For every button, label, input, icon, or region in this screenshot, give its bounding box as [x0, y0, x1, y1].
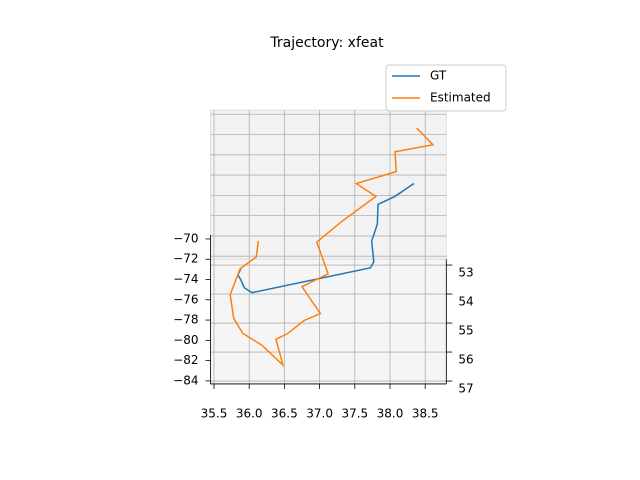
chart-title: Trajectory: xfeat — [269, 35, 384, 51]
x-tick-label: 36.5 — [271, 406, 298, 420]
y-tick-label: 57 — [458, 382, 473, 396]
legend: GT Estimated — [385, 64, 507, 112]
x-tick-label: 38.5 — [412, 406, 439, 420]
x-tick-label: 37.5 — [341, 406, 368, 420]
legend-label: Estimated — [430, 91, 491, 105]
floor-pane — [209, 258, 447, 385]
trajectory-line — [237, 182, 415, 294]
y-tick-label: 53 — [458, 266, 473, 280]
trajectory-line — [229, 127, 435, 368]
x-tick-label: 38.0 — [377, 406, 404, 420]
z-tick-label: −72 — [173, 252, 198, 266]
panes — [209, 109, 447, 385]
x-tick-label: 37.0 — [306, 406, 333, 420]
y-tick-label: 54 — [458, 295, 473, 309]
z-tick-label: −78 — [173, 313, 198, 327]
legend-label: GT — [430, 69, 447, 83]
z-tick-label: −82 — [173, 353, 198, 367]
grid — [210, 110, 447, 384]
z-tick-label: −74 — [173, 272, 198, 286]
x-tick-label: 35.5 — [201, 406, 228, 420]
lines — [229, 127, 435, 368]
z-tick-label: −76 — [173, 292, 198, 306]
y-tick-label: 56 — [458, 353, 473, 367]
axes: 35.5 36.0 36.5 37.0 37.5 38.0 38.5 53 54 55 56 57 −8… — [173, 231, 473, 420]
x-tick-label: 36.0 — [236, 406, 263, 420]
z-tick-label: −70 — [173, 231, 198, 245]
y-tick-label: 55 — [458, 324, 473, 338]
z-tick-label: −80 — [173, 333, 198, 347]
z-tick-label: −84 — [173, 373, 198, 387]
